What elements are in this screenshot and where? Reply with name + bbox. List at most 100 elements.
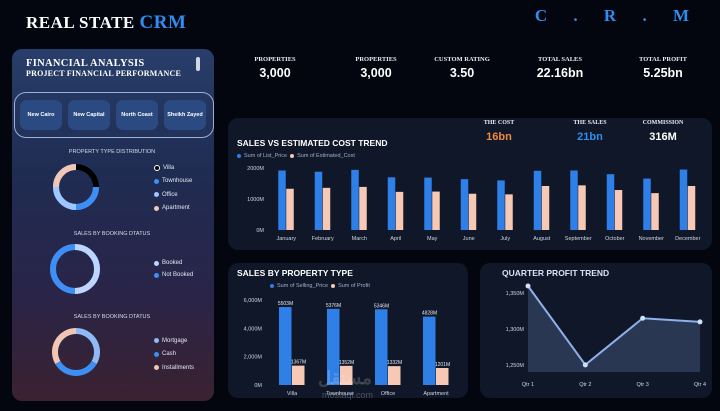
- bar-list-price: [643, 178, 651, 230]
- legend-item[interactable]: Townhouse: [154, 175, 192, 189]
- slicer-sheikh-zayed[interactable]: Sheikh Zayed: [164, 100, 206, 130]
- donut3-slice-installments: [51, 328, 77, 364]
- donut2-slice-not-booked: [50, 244, 76, 294]
- x-tick-label: December: [675, 236, 701, 242]
- x-tick-label: Qtr 4: [694, 382, 706, 388]
- legend-item[interactable]: Apartment: [154, 202, 192, 216]
- bar-estimated-cost: [359, 186, 367, 230]
- title-accent: CRM: [139, 12, 187, 33]
- kpi-label: CUSTOM RATING: [434, 56, 490, 63]
- bar-estimated-cost: [322, 187, 331, 230]
- sidebar-scrollbar[interactable]: [196, 57, 200, 71]
- data-label: 1201M: [435, 362, 450, 368]
- kpi-value: 3.50: [449, 66, 475, 80]
- kpi-value: 3,000: [259, 66, 291, 80]
- slicer-new-capital[interactable]: New Capital: [68, 100, 110, 130]
- legend-label: Sum of Estimated_Cost: [297, 153, 355, 159]
- bar-estimated-cost: [541, 185, 550, 230]
- bar-profit: [388, 366, 401, 385]
- bar-list-price: [570, 170, 578, 230]
- kpi-label: PROPERTIES: [254, 56, 296, 63]
- bar-estimated-cost: [395, 191, 404, 230]
- quarter-profit-title: QUARTER PROFIT TREND: [502, 268, 610, 278]
- donut1-slice-apartment: [53, 164, 77, 188]
- legend-item[interactable]: Cash: [154, 348, 194, 362]
- bar-list-price: [497, 180, 505, 230]
- property-type-legend: Sum of Selling_Price Sum of Profit: [270, 283, 370, 289]
- data-label: 4828M: [422, 311, 437, 317]
- data-label: 5503M: [278, 301, 293, 307]
- legend-label: Sum of Profit: [338, 283, 370, 289]
- donut-payment-title: SALES BY BOOKING DTATUS: [73, 314, 151, 320]
- y-tick-label: 1,250M: [506, 363, 525, 369]
- profit-point: [697, 319, 703, 325]
- slicer-north-coast[interactable]: North Coast: [116, 100, 158, 130]
- legend-item[interactable]: Mortgage: [154, 334, 194, 348]
- kpi-label: TOTAL SALES: [537, 56, 583, 63]
- crm-logo: C . R . M: [534, 6, 700, 25]
- x-tick-label: Townhouse: [326, 391, 354, 397]
- legend-label: Sum of Selling_Price: [277, 283, 329, 289]
- quarter-profit-panel: [480, 263, 712, 398]
- donut3-legend: Mortgage Cash Installments: [154, 334, 194, 375]
- data-label: 5376M: [326, 303, 341, 309]
- kpi-value: 3,000: [360, 66, 392, 80]
- sales-cost-trend-title: SALES VS ESTIMATED COST TREND: [237, 138, 388, 148]
- legend-label: Sum of List_Price: [244, 153, 288, 159]
- x-tick-label: Apartment: [423, 391, 449, 397]
- sidebar-title: FINANCIAL ANALYSIS: [26, 58, 145, 69]
- donut-payment-method: [51, 328, 101, 377]
- x-tick-label: November: [639, 236, 665, 242]
- y-tick-label: 6,000M: [244, 298, 263, 304]
- y-tick-label: 1,300M: [506, 327, 525, 333]
- donut1-slice-villa: [75, 164, 99, 188]
- x-tick-label: July: [500, 236, 510, 242]
- mini-kpi-value: 316M: [649, 131, 677, 143]
- property-type-bar-chart: 6,000M 4,000M 2,000M 0M 5503M 1367M Villa 5376M…: [244, 298, 451, 397]
- donut-property-type: [53, 164, 99, 210]
- bar-estimated-cost: [468, 193, 477, 230]
- bar-estimated-cost: [651, 193, 659, 230]
- bar-list-price: [278, 170, 286, 230]
- slicer-new-cairo[interactable]: New Cairo: [20, 100, 62, 130]
- kpi-label: TOTAL PROFIT: [639, 56, 687, 63]
- x-tick-label: January: [276, 236, 296, 242]
- bar-list-price: [387, 177, 396, 230]
- legend-item[interactable]: Not Booked: [154, 269, 193, 281]
- data-label: 1352M: [339, 360, 354, 366]
- x-tick-label: Villa: [287, 391, 298, 397]
- mini-kpi-label: THE COST: [483, 120, 515, 126]
- data-label: 1367M: [291, 360, 306, 366]
- x-tick-label: Qtr 2: [579, 382, 591, 388]
- sales-cost-bar-chart: 2000M 1000M 0M January February March April May…: [247, 166, 701, 242]
- legend-item[interactable]: Villa: [154, 161, 192, 175]
- bar-profit: [340, 365, 353, 385]
- watermark-text: مستقل: [318, 368, 372, 388]
- kpi-label: PROPERTIES: [355, 56, 397, 63]
- legend-item[interactable]: Installments: [154, 361, 194, 375]
- data-label: 5346M: [374, 303, 389, 309]
- bar-selling-price: [327, 308, 340, 385]
- x-tick-label: May: [427, 236, 438, 242]
- data-label: 1332M: [387, 360, 402, 366]
- bar-profit: [292, 365, 305, 385]
- x-tick-label: Qtr 3: [637, 382, 649, 388]
- title-main: REAL STATE: [26, 13, 135, 32]
- profit-point: [525, 283, 531, 289]
- bar-estimated-cost: [505, 194, 513, 230]
- y-tick-label: 1000M: [247, 197, 264, 203]
- donut2-slice-booked: [74, 244, 100, 294]
- donut2-legend: Booked Not Booked: [154, 257, 193, 281]
- sales-cost-legend: Sum of List_Price Sum of Estimated_Cost: [237, 153, 355, 159]
- profit-line: [527, 285, 701, 367]
- legend-item[interactable]: Office: [154, 188, 192, 202]
- x-tick-label: April: [390, 236, 401, 242]
- kpi-value: 5.25bn: [643, 66, 683, 80]
- mini-kpi-value: 16bn: [486, 131, 512, 143]
- dashboard-title: REAL STATE CRM: [26, 12, 186, 34]
- bar-list-price: [606, 174, 615, 230]
- region-slicer: New Cairo New Capital North Coast Sheikh…: [14, 92, 214, 138]
- profit-point: [640, 315, 646, 321]
- legend-item[interactable]: Booked: [154, 257, 193, 269]
- y-tick-label: 0M: [254, 383, 262, 389]
